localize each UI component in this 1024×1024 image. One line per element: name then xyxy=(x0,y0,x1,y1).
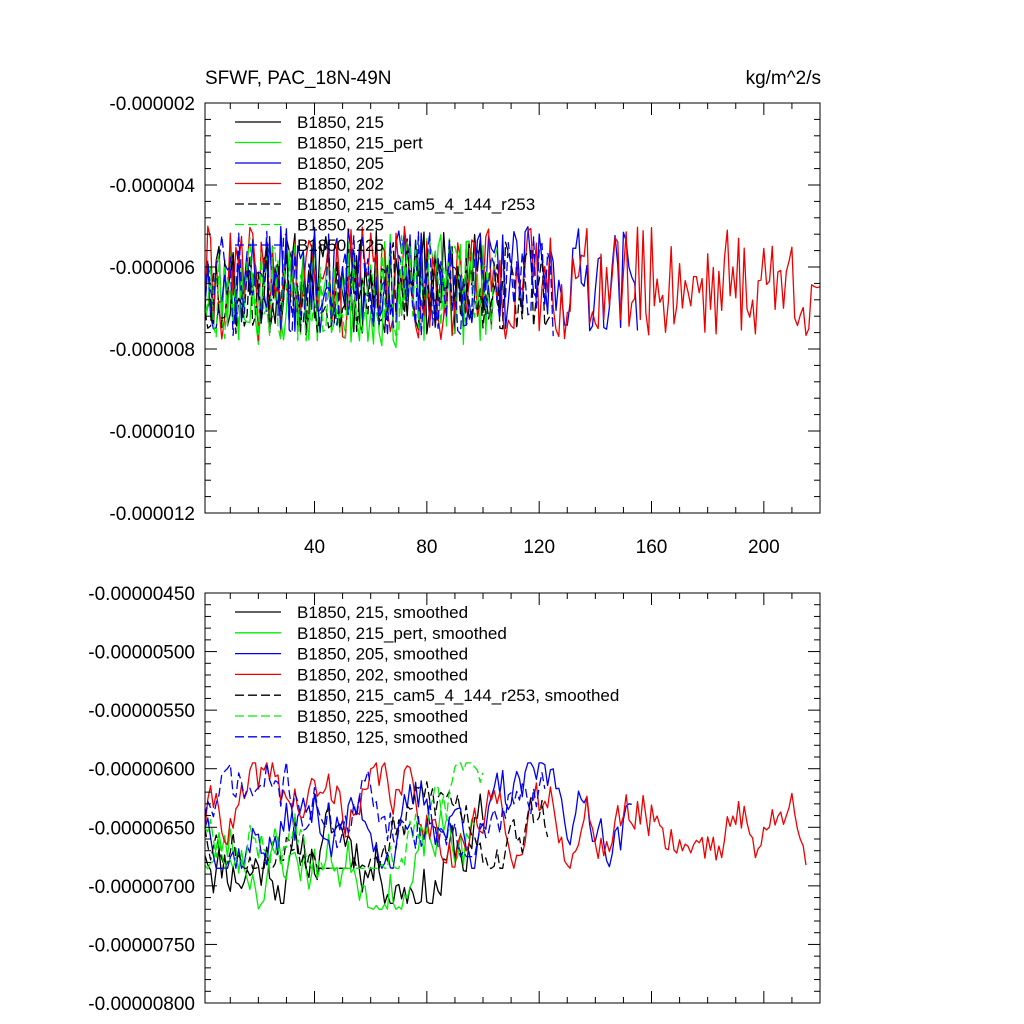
bottom-ticks-layer: -0.00000800 -0.00000750 -0.00000700 -0.0000… xyxy=(88,584,821,1015)
series-line-4 xyxy=(204,225,821,342)
legend-label-7: B1850, 125, smoothed xyxy=(297,728,468,747)
top-series-layer xyxy=(204,225,821,349)
legend-label-1: B1850, 215, smoothed xyxy=(297,603,468,622)
bottom-chart: -0.00000800 -0.00000750 -0.00000700 -0.0000… xyxy=(88,584,821,1015)
y-tick-label: -0.00000600 xyxy=(88,760,195,781)
legend-label-7: B1850, 125 xyxy=(297,236,384,255)
y-tick-label: -0.00000750 xyxy=(88,935,195,956)
legend-label-5: B1850, 215_cam5_4_144_r253 xyxy=(297,195,535,214)
x-tick-label: 120 xyxy=(523,537,555,558)
y-tick-label: -0.000006 xyxy=(109,258,195,279)
series-line-1 xyxy=(204,793,484,905)
y-tick-label: -0.00000650 xyxy=(88,818,195,839)
legend-label-5: B1850, 215_cam5_4_144_r253, smoothed xyxy=(297,686,619,705)
y-tick-label: -0.00000450 xyxy=(88,584,195,605)
legend-label-2: B1850, 215_pert, smoothed xyxy=(297,624,507,643)
legend-label-4: B1850, 202 xyxy=(297,175,384,194)
legend-label-1: B1850, 215 xyxy=(297,113,384,132)
y-tick-label: -0.000012 xyxy=(109,504,195,525)
y-tick-label: -0.000010 xyxy=(109,422,195,443)
y-tick-label: -0.00000500 xyxy=(88,643,195,664)
x-tick-label: 80 xyxy=(416,537,437,558)
y-tick-label: -0.00000800 xyxy=(88,994,195,1015)
y-tick-label: -0.000008 xyxy=(109,340,195,361)
series-line-7 xyxy=(204,761,546,858)
x-tick-label: 160 xyxy=(636,537,668,558)
x-tick-label: 200 xyxy=(748,537,780,558)
series-line-7 xyxy=(204,230,554,337)
legend-label-6: B1850, 225, smoothed xyxy=(297,707,468,726)
series-line-3 xyxy=(204,762,632,869)
top-chart: SFWF, PAC_18N-49N kg/m^2/s -0.000012-0.0… xyxy=(109,68,821,558)
top-chart-title: SFWF, PAC_18N-49N xyxy=(205,68,392,89)
series-line-6 xyxy=(204,762,484,869)
bottom-legend: B1850, 215, smoothed B1850, 215_pert, smo… xyxy=(235,603,619,747)
legend-label-6: B1850, 225 xyxy=(297,216,384,235)
y-tick-label: -0.00000550 xyxy=(88,701,195,722)
series-line-5 xyxy=(204,781,549,869)
y-tick-label: -0.000002 xyxy=(109,94,195,115)
x-tick-label: 40 xyxy=(304,537,325,558)
top-ticks-layer: -0.000012 -0.000010 -0.000008 -0.000006 -0.0… xyxy=(109,94,821,558)
top-plot-frame xyxy=(204,102,821,514)
top-chart-units: kg/m^2/s xyxy=(746,68,821,89)
series-line-4 xyxy=(204,762,807,869)
y-tick-label: -0.000004 xyxy=(109,176,195,197)
bottom-series-layer xyxy=(204,761,807,910)
legend-label-2: B1850, 215_pert xyxy=(297,134,423,153)
bottom-plot-frame xyxy=(204,592,821,1004)
legend-label-3: B1850, 205, smoothed xyxy=(297,645,468,664)
legend-label-3: B1850, 205 xyxy=(297,154,384,173)
y-tick-label: -0.00000700 xyxy=(88,877,195,898)
legend-label-4: B1850, 202, smoothed xyxy=(297,665,468,684)
